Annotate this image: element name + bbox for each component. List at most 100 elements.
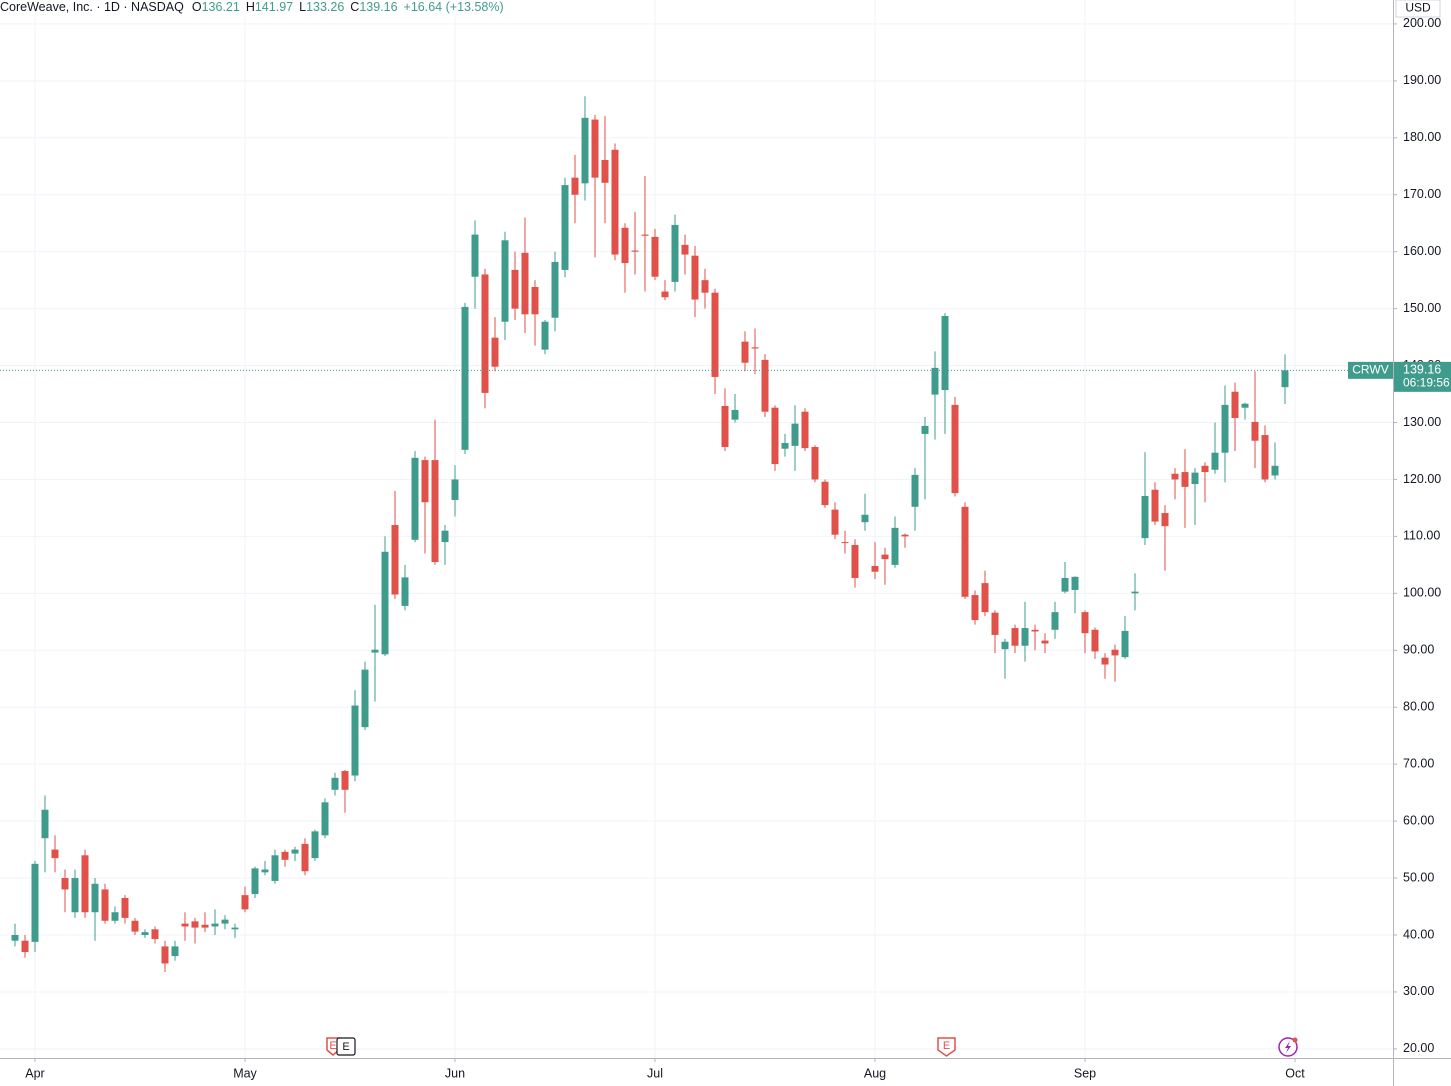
badge-shape: [326, 1037, 340, 1056]
candle-body: [271, 855, 279, 881]
candle-body: [551, 261, 559, 318]
x-tick-label: Sep: [1074, 1066, 1096, 1080]
candle-body: [281, 851, 289, 860]
ohlc-value: 139.16: [359, 0, 398, 14]
candle-body: [251, 868, 259, 895]
candle-body: [1261, 435, 1269, 480]
candle-body: [701, 280, 709, 293]
candle-body: [1251, 421, 1259, 441]
candle-body: [581, 117, 589, 184]
candle-body: [101, 889, 109, 921]
candle-body: [201, 924, 209, 928]
candle-body: [1161, 513, 1169, 527]
candle-body: [591, 119, 599, 178]
candle-body: [311, 831, 319, 859]
y-tick-label: 130.00: [1403, 415, 1441, 429]
candle-body: [1151, 489, 1159, 522]
plot: [0, 96, 1393, 973]
candle-body: [531, 286, 539, 315]
event-icon[interactable]: [1278, 1037, 1298, 1057]
candle-body: [1041, 640, 1049, 644]
candle-body: [181, 923, 189, 927]
candle-body: [401, 577, 409, 606]
candle-body: [941, 316, 949, 391]
candle-body: [461, 306, 469, 450]
y-tick-label: 90.00: [1403, 643, 1434, 657]
candle-body: [571, 177, 579, 195]
candle-body: [481, 274, 489, 393]
candle-body: [211, 923, 219, 927]
candle-body: [111, 912, 119, 921]
candle-body: [731, 409, 739, 420]
candle-body: [431, 460, 439, 563]
earnings-badge[interactable]: E: [326, 1037, 340, 1056]
symbol-tag: [1348, 361, 1393, 379]
event-bolt: [1285, 1041, 1291, 1053]
candle-body: [1281, 370, 1289, 388]
candle-body: [871, 566, 879, 572]
candle-body: [771, 407, 779, 465]
candle-body: [511, 269, 519, 309]
candle-body: [761, 359, 769, 412]
candle-body: [961, 506, 969, 597]
price-change: +16.64 (+13.58%): [403, 0, 504, 14]
candle-body: [851, 544, 859, 578]
ohlc-value: 133.26: [306, 0, 345, 14]
candle-body: [971, 595, 979, 621]
candle-body: [391, 525, 399, 595]
candle-body: [911, 474, 919, 507]
candle-body: [1101, 657, 1109, 665]
candle-body: [171, 946, 179, 957]
candle-body: [471, 234, 479, 277]
candle-body: [1121, 630, 1129, 658]
candle-body: [801, 411, 809, 449]
x-tick-label: Apr: [25, 1066, 44, 1080]
countdown-label: 06:19:56: [1403, 376, 1450, 390]
candle-body: [541, 321, 549, 350]
ohlc-label: O: [191, 0, 202, 14]
y-tick-label: 60.00: [1403, 813, 1434, 827]
ohlc-label: H: [245, 0, 255, 14]
x-tick-label: Jun: [445, 1066, 465, 1080]
y-tick-label: 100.00: [1403, 586, 1441, 600]
y-tick-label: 120.00: [1403, 472, 1441, 486]
y-tick-label: 30.00: [1403, 984, 1434, 998]
candle-body: [1141, 495, 1149, 539]
event-dot: [1292, 1037, 1298, 1043]
candle-body: [141, 932, 149, 936]
currency-box[interactable]: [1395, 0, 1441, 18]
candle-body: [151, 929, 159, 939]
ohlc-value: 136.21: [201, 0, 240, 14]
y-tick-label: 80.00: [1403, 700, 1434, 714]
candle-body: [881, 554, 889, 560]
candle-body: [131, 920, 139, 932]
candle-body: [81, 855, 89, 913]
candle-body: [411, 457, 419, 540]
candle-body: [1271, 465, 1279, 476]
y-tick-label: 40.00: [1403, 927, 1434, 941]
y-tick-label: 50.00: [1403, 870, 1434, 884]
candle-body: [491, 337, 499, 367]
x-tick-label: Jul: [647, 1066, 663, 1080]
candle-body: [811, 447, 819, 480]
candle-body: [191, 921, 199, 928]
earnings-badge[interactable]: E: [336, 1037, 356, 1056]
candle-body: [41, 809, 49, 839]
candle-body: [841, 542, 849, 544]
candle-body: [1061, 577, 1069, 592]
candle-body: [1221, 404, 1229, 453]
candle-body: [621, 227, 629, 264]
symbol-title: CoreWeave, Inc. · 1D · NASDAQ: [0, 0, 184, 14]
candle-body: [1191, 472, 1199, 485]
earnings-badge[interactable]: E: [937, 1037, 956, 1057]
candle-body: [711, 292, 719, 377]
candle-body: [321, 802, 329, 836]
candle-body: [1231, 391, 1239, 418]
y-tick-label: 150.00: [1403, 301, 1441, 315]
x-tick-label: Aug: [864, 1066, 886, 1080]
candle-body: [91, 883, 99, 913]
candle-body: [1071, 576, 1079, 590]
candle-body: [601, 160, 609, 183]
